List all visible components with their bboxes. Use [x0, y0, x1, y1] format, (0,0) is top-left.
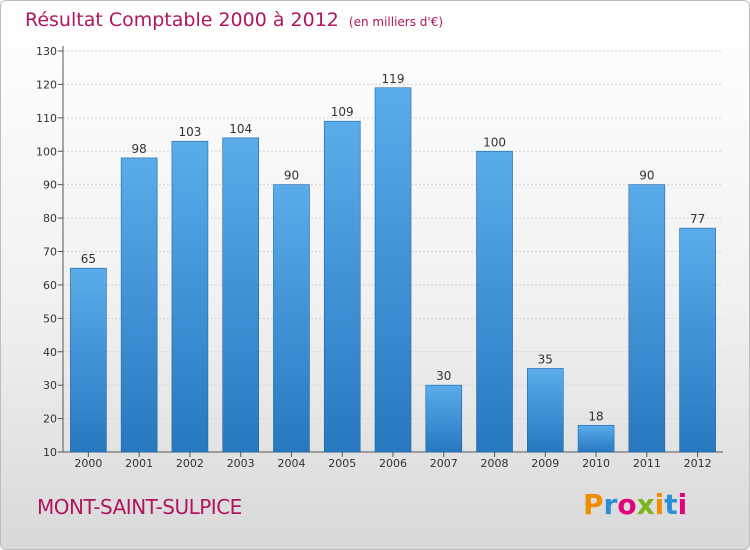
data-label-2003: 104: [229, 122, 252, 136]
chart-title: Résultat Comptable 2000 à 2012 (en millie…: [25, 9, 443, 31]
y-tick-label: 60: [43, 279, 57, 292]
x-tick-label-2000: 2000: [74, 457, 102, 470]
x-tick-label-2007: 2007: [430, 457, 458, 470]
data-label-2001: 98: [132, 142, 147, 156]
bar-2012: [679, 227, 716, 453]
y-tick-label: 10: [43, 446, 57, 459]
x-tick-label-2005: 2005: [328, 457, 356, 470]
x-tick-label-2006: 2006: [379, 457, 407, 470]
y-tick-label: 90: [43, 179, 57, 192]
x-tick-label-2001: 2001: [125, 457, 153, 470]
bar-2004: [273, 184, 310, 453]
x-tick-label-2008: 2008: [481, 457, 509, 470]
data-label-2007: 30: [436, 369, 451, 383]
y-tick-label: 70: [43, 246, 57, 259]
data-label-2009: 35: [538, 352, 553, 366]
x-tick-label-2004: 2004: [277, 457, 305, 470]
x-tick-label-2011: 2011: [633, 457, 661, 470]
data-label-2002: 103: [178, 125, 201, 139]
labels: 10 20 30 40 50 60 70 80 90 100 110 120 130 65 2000 98 20…: [36, 45, 712, 470]
bar-2000: [70, 267, 107, 453]
data-label-2008: 100: [483, 135, 506, 149]
x-tick-label-2012: 2012: [684, 457, 712, 470]
bar-2010: [577, 424, 615, 453]
chart-title-text: Résultat Comptable 2000 à 2012: [25, 9, 339, 31]
logo-letter: i: [654, 488, 665, 521]
y-tick-label: 120: [36, 78, 57, 91]
bars: [70, 87, 716, 453]
bar-2009: [527, 368, 564, 453]
logo-letter: t: [664, 488, 678, 521]
y-tick-label: 80: [43, 212, 57, 225]
data-label-2004: 90: [284, 169, 299, 183]
bar-2011: [628, 184, 666, 453]
logo-letter: o: [617, 488, 637, 521]
commune-name: MONT-SAINT-SULPICE: [37, 495, 242, 519]
data-label-2012: 77: [690, 212, 705, 226]
chart-subtitle: (en milliers d'€): [348, 15, 444, 29]
x-tick-label-2003: 2003: [227, 457, 255, 470]
bar-2003: [222, 137, 259, 453]
data-label-2006: 119: [382, 72, 405, 86]
y-tick-label: 20: [43, 413, 57, 426]
bar-2005: [323, 120, 361, 453]
logo-letter: x: [636, 488, 655, 521]
data-label-2010: 18: [588, 409, 603, 423]
bar-2006: [374, 87, 412, 453]
bar-2001: [120, 157, 158, 453]
bar-2007: [425, 384, 463, 453]
logo-letter: P: [583, 488, 604, 521]
proxiti-logo: Proxiti: [583, 488, 687, 521]
bar-2008: [476, 150, 513, 453]
y-tick-label: 100: [36, 145, 57, 158]
y-tick-label: 130: [36, 45, 57, 58]
x-tick-label-2009: 2009: [531, 457, 559, 470]
y-tick-label: 30: [43, 379, 57, 392]
logo-letter: i: [677, 488, 688, 521]
data-label-2005: 109: [331, 105, 354, 119]
data-label-2011: 90: [639, 169, 654, 183]
y-tick-label: 110: [36, 112, 57, 125]
x-tick-label-2002: 2002: [176, 457, 204, 470]
bar-2002: [171, 140, 209, 453]
y-tick-label: 50: [43, 312, 57, 325]
logo-letter: r: [603, 488, 618, 521]
data-label-2000: 65: [81, 252, 96, 266]
x-tick-label-2010: 2010: [582, 457, 610, 470]
y-tick-label: 40: [43, 346, 57, 359]
